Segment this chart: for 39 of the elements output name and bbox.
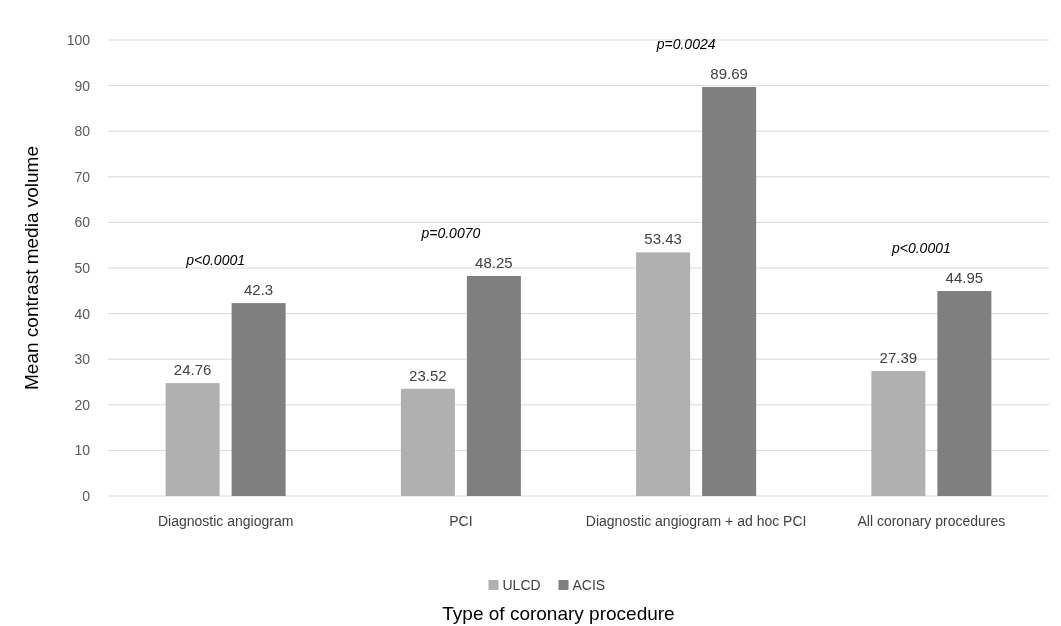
- y-tick-label: 40: [74, 305, 91, 322]
- bar: [702, 87, 757, 496]
- legend-label: ULCD: [502, 577, 541, 593]
- bar: [937, 291, 992, 496]
- bar: [466, 275, 521, 496]
- x-tick-label: Diagnostic angiogram + ad hoc PCI: [585, 513, 807, 529]
- annotation: p<0.0001: [890, 240, 951, 257]
- bar: [400, 388, 455, 496]
- data-label: 27.39: [879, 349, 918, 367]
- data-label: 89.69: [710, 65, 748, 83]
- y-tick-label: 0: [82, 488, 91, 504]
- data-label: 44.95: [945, 269, 984, 287]
- y-axis-title: Mean contrast media volume: [21, 146, 42, 390]
- annotation: p=0.0024: [655, 36, 716, 53]
- bar: [165, 383, 220, 496]
- legend-label: ACIS: [572, 577, 606, 593]
- bar: [231, 303, 286, 496]
- data-label: 23.52: [409, 366, 447, 384]
- bar: [871, 371, 926, 496]
- x-tick-label: Diagnostic angiogram: [157, 513, 294, 529]
- annotation: p<0.0001: [185, 252, 246, 269]
- data-label: 42.3: [244, 281, 274, 299]
- y-tick-label: 70: [74, 168, 91, 185]
- annotation: p=0.0070: [420, 224, 481, 241]
- y-tick-label: 80: [74, 123, 91, 140]
- y-tick-label: 50: [74, 260, 91, 276]
- y-tick-label: 20: [74, 396, 91, 413]
- y-tick-label: 30: [74, 351, 91, 368]
- y-tick-label: 10: [74, 442, 91, 459]
- y-tick-label: 90: [74, 77, 91, 94]
- y-tick-label: 100: [66, 32, 91, 48]
- x-tick-label: All coronary procedures: [857, 513, 1006, 529]
- data-label: 48.25: [475, 253, 513, 271]
- bar: [636, 252, 691, 496]
- x-axis-title: Type of coronary procedure: [442, 603, 675, 624]
- data-label: 24.76: [173, 361, 212, 379]
- data-label: 53.43: [644, 230, 682, 248]
- x-tick-label: PCI: [449, 513, 473, 529]
- y-tick-label: 60: [74, 214, 91, 231]
